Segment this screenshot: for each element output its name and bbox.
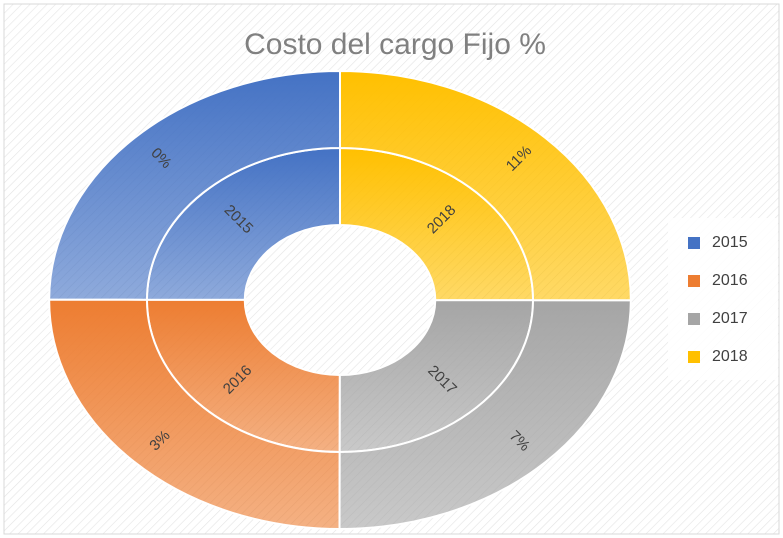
legend-box <box>668 218 778 380</box>
legend-swatch <box>688 351 700 363</box>
legend-swatch <box>688 237 700 249</box>
legend-swatch <box>688 275 700 287</box>
legend-label: 2016 <box>712 272 748 289</box>
chart-title: Costo del cargo Fijo % <box>244 28 546 61</box>
legend-label: 2017 <box>712 310 748 327</box>
legend-label: 2015 <box>712 234 748 251</box>
doughnut-segment <box>339 69 632 302</box>
legend-swatch <box>688 313 700 325</box>
doughnut-segment <box>48 69 341 301</box>
legend-label: 2018 <box>712 348 748 365</box>
doughnut-segment <box>48 298 341 531</box>
doughnut-segment <box>338 299 632 531</box>
